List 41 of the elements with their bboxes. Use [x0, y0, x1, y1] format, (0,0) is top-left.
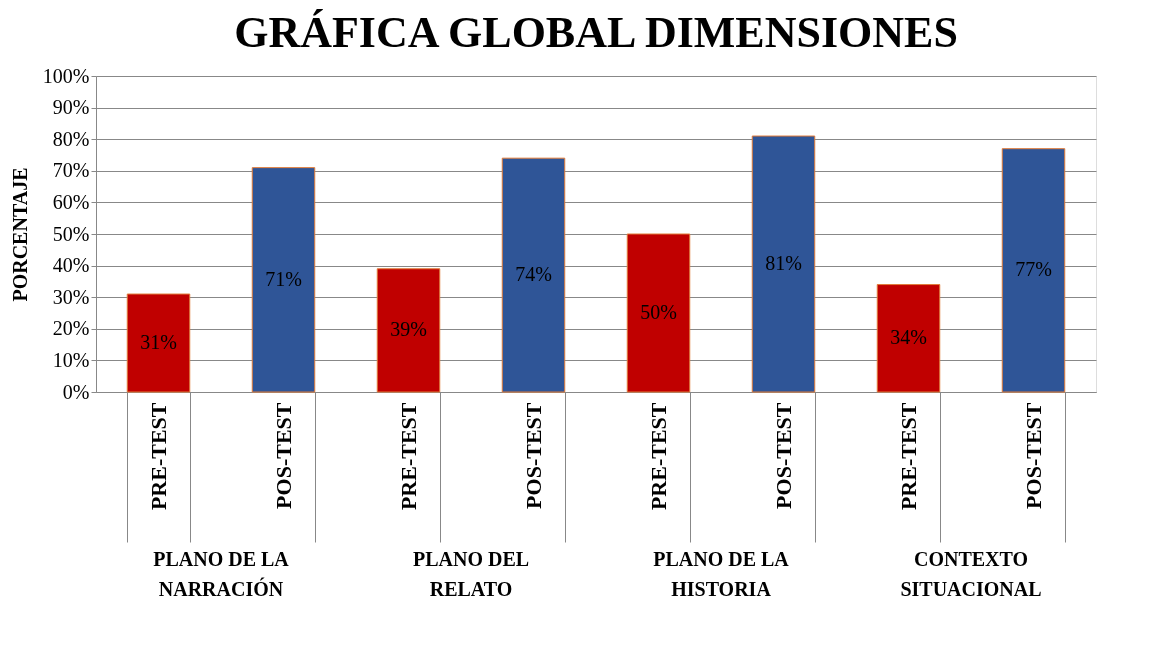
- data-label: 31%: [140, 331, 177, 354]
- data-label: 81%: [765, 252, 802, 275]
- text: PLANO DE LA NARRACIÓN: [153, 548, 290, 600]
- y-tick-label: 30%: [52, 285, 90, 308]
- text: PLANO DEL RELATO: [412, 548, 530, 600]
- bar: [501, 157, 566, 393]
- y-axis-title: PORCENTAJE: [8, 167, 31, 302]
- data-label: 71%: [265, 267, 302, 290]
- y-tick-label: 40%: [52, 254, 90, 277]
- text: PLANO DE LA HISTORIA: [653, 548, 790, 600]
- data-label: 34%: [890, 326, 927, 349]
- y-tick-label: 20%: [52, 317, 90, 340]
- x-tick-label: POS-TEST: [521, 402, 546, 509]
- bar: [876, 284, 941, 393]
- x-tick-label: PRE-TEST: [896, 402, 921, 511]
- y-tick-label: 100%: [42, 64, 90, 87]
- bar: [751, 135, 816, 393]
- x-tick-label: POS-TEST: [771, 402, 796, 509]
- x-tick-label: PRE-TEST: [146, 402, 171, 511]
- y-tick-label: 70%: [52, 159, 90, 182]
- x-tick-label: PRE-TEST: [396, 402, 421, 511]
- y-tick-label: 60%: [52, 190, 90, 213]
- x-tick-label: POS-TEST: [1021, 402, 1046, 509]
- bar: [126, 293, 191, 393]
- y-tick-label: 50%: [52, 222, 90, 245]
- y-tick-label: 10%: [52, 348, 90, 371]
- x-tick-label: POS-TEST: [271, 402, 296, 509]
- text: CONTEXTO SITUACIONAL: [900, 548, 1042, 600]
- data-label: 74%: [515, 263, 552, 286]
- y-tick-label: 0%: [62, 380, 90, 403]
- data-label: 39%: [390, 318, 427, 341]
- data-label: 77%: [1015, 258, 1052, 281]
- y-tick-label: 90%: [52, 96, 90, 119]
- y-tick-label: 80%: [52, 127, 90, 150]
- x-tick-label: PRE-TEST: [646, 402, 671, 511]
- bar: [376, 268, 441, 393]
- bar: [1001, 148, 1066, 393]
- bar: [626, 233, 691, 393]
- bar: [251, 167, 316, 393]
- chart-title: GRÁFICA GLOBAL DIMENSIONES: [234, 8, 958, 57]
- data-label: 50%: [640, 301, 677, 323]
